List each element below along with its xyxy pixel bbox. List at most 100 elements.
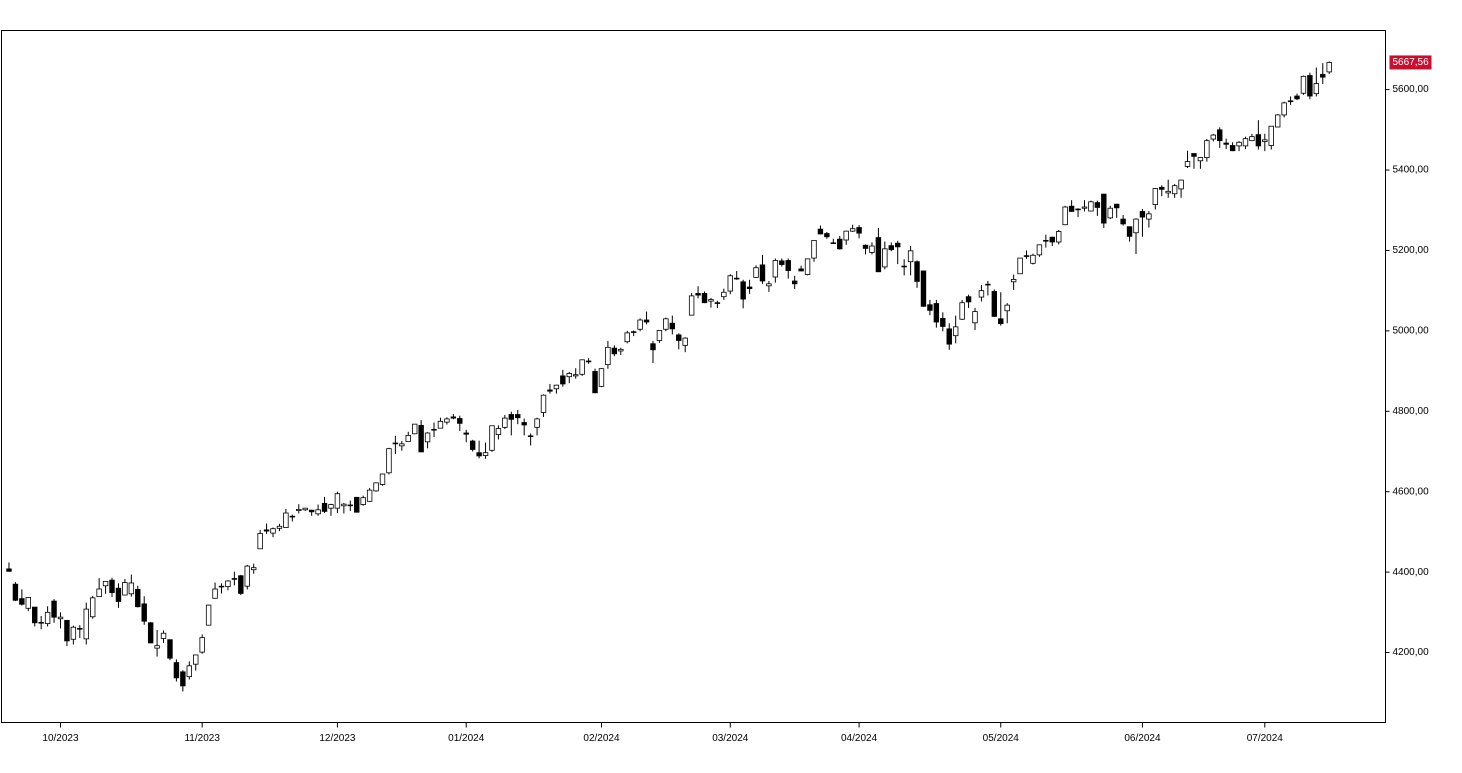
- candle-body: [605, 346, 611, 366]
- candle-body: [328, 504, 334, 509]
- candle-body: [6, 568, 12, 572]
- candle-body: [817, 228, 824, 235]
- candle-body: [70, 626, 77, 640]
- candle-body: [1056, 231, 1062, 243]
- candle-body: [914, 261, 920, 282]
- candle-body: [57, 616, 64, 620]
- candle-body: [940, 317, 946, 327]
- candle-body: [862, 244, 869, 249]
- candle-body: [1017, 257, 1023, 275]
- candle-body: [1268, 125, 1274, 146]
- candle-body: [798, 268, 804, 272]
- candle-body: [1210, 134, 1216, 140]
- candle-body: [740, 281, 746, 300]
- candle-body: [920, 270, 927, 307]
- candle-body: [515, 414, 521, 419]
- x-tick-label: 12/2023: [319, 733, 356, 744]
- candle-body: [553, 384, 560, 390]
- candle-body: [1146, 213, 1152, 220]
- candle-body: [173, 662, 180, 679]
- candle-body: [927, 304, 933, 311]
- candle-body: [1043, 239, 1049, 242]
- candle-body: [1184, 161, 1191, 167]
- candle-body: [907, 250, 914, 263]
- candle-body: [193, 654, 199, 665]
- candle-body: [302, 507, 308, 511]
- candle-body: [1171, 185, 1178, 195]
- candle-body: [289, 515, 296, 518]
- candle-body: [405, 435, 411, 442]
- candle-body: [199, 637, 205, 653]
- candle-body: [1300, 75, 1307, 94]
- candle-body: [618, 348, 624, 352]
- candle-body: [1236, 141, 1242, 147]
- candle-body: [779, 260, 785, 265]
- x-tick-label: 10/2023: [42, 733, 79, 744]
- candle-body: [656, 330, 663, 341]
- candle-body: [180, 671, 186, 687]
- candle-body: [759, 264, 766, 282]
- candle-body: [450, 416, 457, 419]
- candle-body: [624, 332, 630, 343]
- candle-body: [791, 280, 798, 285]
- candle-body: [1062, 206, 1068, 226]
- candle-body: [135, 589, 141, 608]
- candle-body: [1068, 205, 1075, 212]
- candle-body: [1204, 140, 1210, 158]
- candle-body: [959, 302, 965, 320]
- candle-body: [669, 322, 676, 330]
- candle-body: [592, 371, 598, 394]
- candle-body: [354, 496, 360, 513]
- candle-body: [985, 283, 991, 286]
- candle-body: [476, 452, 482, 457]
- candle-body: [109, 579, 115, 594]
- candle-body: [489, 425, 495, 451]
- x-tick-label: 02/2024: [583, 733, 620, 744]
- candle-body: [1120, 218, 1126, 225]
- candle-body: [102, 580, 109, 587]
- candle-body: [1107, 207, 1113, 219]
- candle-body: [1191, 153, 1197, 157]
- candle-body: [205, 604, 212, 626]
- candle-body: [547, 389, 553, 392]
- candle-body: [1004, 304, 1010, 312]
- candle-body: [128, 582, 135, 595]
- candle-body: [44, 611, 51, 624]
- candle-body: [643, 319, 650, 323]
- candle-body: [663, 318, 669, 330]
- candle-body: [695, 293, 701, 296]
- candle-body: [399, 443, 405, 447]
- candle-body: [147, 622, 154, 644]
- last-value-label: 5667,56: [1393, 57, 1430, 68]
- candle-body: [19, 598, 25, 605]
- candle-body: [746, 286, 753, 290]
- candle-body: [824, 233, 830, 238]
- candle-body: [366, 489, 373, 502]
- x-tick-label: 05/2024: [983, 733, 1020, 744]
- candle-body: [250, 567, 257, 571]
- candle-body: [32, 606, 38, 624]
- candle-body: [1101, 193, 1107, 224]
- candle-body: [965, 296, 972, 303]
- candle-body: [811, 239, 817, 259]
- candle-body: [1313, 83, 1320, 95]
- candle-body: [89, 597, 96, 618]
- y-tick-label: 5200,00: [1393, 245, 1430, 256]
- x-tick-label: 03/2024: [712, 733, 749, 744]
- y-tick-label: 5600,00: [1393, 84, 1430, 95]
- candle-body: [1049, 236, 1055, 243]
- candle-body: [308, 509, 315, 513]
- candle-body: [38, 621, 44, 624]
- candle-body: [978, 290, 985, 298]
- candle-body: [115, 587, 122, 602]
- candle-body: [1113, 203, 1120, 209]
- candle-body: [347, 504, 354, 507]
- candle-body: [1159, 186, 1165, 190]
- candle-body: [830, 242, 837, 245]
- candle-body: [212, 588, 218, 599]
- candle-body: [766, 283, 772, 287]
- candle-body: [682, 337, 688, 346]
- candle-body: [721, 291, 727, 298]
